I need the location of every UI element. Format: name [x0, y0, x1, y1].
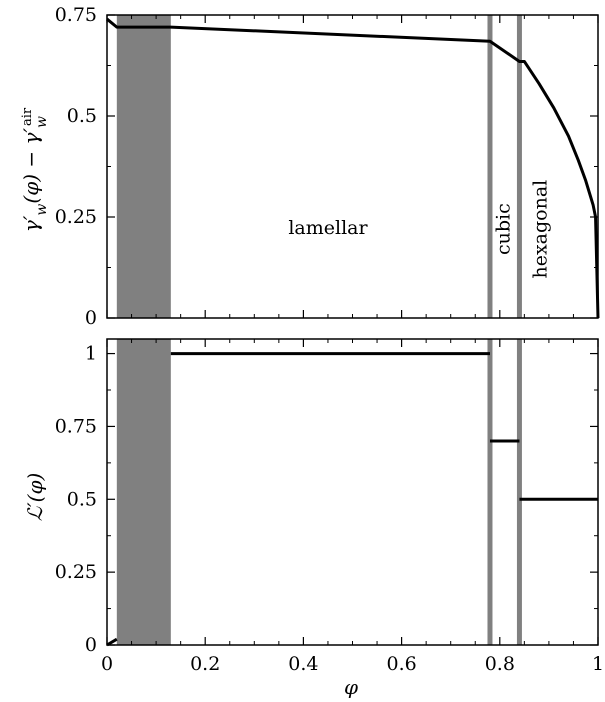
bottom-plot-frame	[106, 338, 599, 646]
x-axis-label: φ	[344, 675, 358, 699]
bottom-ytick-label-0: 0	[85, 634, 97, 656]
top-region-label-lamellar: lamellar	[288, 217, 368, 239]
top-series-0	[106, 17, 600, 319]
top-ytick-label-2: 0.5	[67, 105, 97, 127]
bottom-y-axis-label: ℒ′(φ)	[23, 473, 47, 522]
top-region-label-cubic: cubic	[493, 203, 515, 255]
top-ytick-label-1: 0.25	[55, 206, 97, 228]
top-region-label-hexagonal: hexagonal	[530, 180, 552, 279]
top-shaded-band	[116, 15, 171, 318]
bottom-xtick-label-1: 0.2	[190, 653, 220, 675]
bottom-shaded-band	[116, 339, 171, 645]
bottom-xtick-label-5: 1	[592, 653, 604, 675]
bottom-ytick-label-1: 0.25	[55, 561, 97, 583]
bottom-xtick-label-3: 0.6	[386, 653, 416, 675]
top-ytick-label-3: 0.75	[55, 4, 97, 26]
top-panel: 0 0.25 0.5 0.75 lamellar cubic hexagonal	[55, 4, 600, 329]
bottom-xtick-label-4: 0.8	[485, 653, 515, 675]
bottom-series-0	[106, 637, 118, 647]
bottom-xtick-label-2: 0.4	[288, 653, 318, 675]
bottom-ytick-label-4: 1	[85, 343, 97, 365]
bottom-ytick-label-2: 0.5	[67, 488, 97, 510]
bottom-xtick-label-0: 0	[101, 653, 113, 675]
bottom-panel: 0 0.25 0.5 0.75 1 0 0.2 0.4 0.6 0.8 1	[55, 338, 604, 675]
top-ytick-label-0: 0	[85, 307, 97, 329]
top-y-axis-label: γ′w(φ) − γ′wair	[19, 107, 50, 232]
bottom-ytick-label-3: 0.75	[55, 415, 97, 437]
